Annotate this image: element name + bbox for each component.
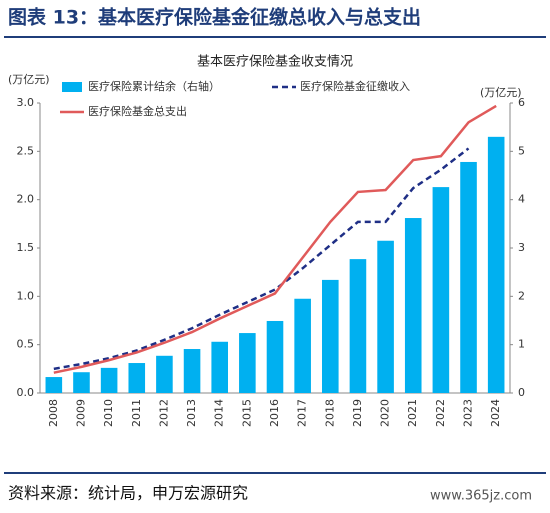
y-tick-label: 2.5 <box>17 144 35 157</box>
bar <box>460 161 477 393</box>
x-tick-label: 2024 <box>489 399 502 427</box>
x-tick-label: 2016 <box>268 399 281 427</box>
bar <box>100 367 118 393</box>
bar <box>183 349 201 393</box>
legend-swatch <box>62 82 82 92</box>
bar <box>487 136 505 394</box>
y-label: (万亿元) <box>8 73 50 86</box>
bar <box>377 240 394 393</box>
y-tick-label: 0.5 <box>17 338 35 351</box>
x-tick-label: 2017 <box>296 399 309 427</box>
bar <box>156 355 173 393</box>
y2-tick-label: 2 <box>518 289 525 302</box>
y-tick-label: 0.0 <box>17 386 35 399</box>
x-tick-label: 2012 <box>157 399 170 427</box>
watermark: www.365jz.com <box>430 489 532 504</box>
bar <box>404 218 422 393</box>
x-tick-label: 2009 <box>74 399 87 427</box>
bar <box>349 259 367 393</box>
y-tick-label: 2.0 <box>17 193 35 206</box>
x-tick-label: 2010 <box>102 399 115 427</box>
bar <box>211 341 228 393</box>
y-tick-label: 1.0 <box>17 289 35 302</box>
line <box>53 147 470 371</box>
x-tick-label: 2020 <box>379 399 392 427</box>
line <box>53 104 497 374</box>
bar <box>239 333 256 393</box>
x-tick-label: 2008 <box>47 399 60 427</box>
bar <box>322 279 339 393</box>
x-tick-label: 2011 <box>130 399 143 427</box>
bar <box>266 320 284 393</box>
bar <box>128 363 146 393</box>
y2-tick-label: 3 <box>518 241 525 254</box>
x-tick-label: 2013 <box>185 399 198 427</box>
x-tick-label: 2022 <box>434 399 447 427</box>
x-tick-label: 2023 <box>462 399 475 427</box>
x-tick-label: 2014 <box>213 399 226 427</box>
bar <box>432 187 450 393</box>
y2-tick-label: 1 <box>518 338 525 351</box>
legend-label: 医疗保险基金征缴收入 <box>300 79 410 93</box>
header: 图表 13：基本医疗保险基金征缴总收入与总支出 <box>8 6 421 29</box>
y-tick-label: 3.0 <box>17 96 35 109</box>
legend-label: 医疗保险累计结余（右轴） <box>88 79 220 93</box>
x-tick-label: 2015 <box>240 399 253 427</box>
x-tick-label: 2019 <box>351 399 364 427</box>
x-tick-label: 2018 <box>323 399 336 427</box>
y2-tick-label: 4 <box>518 193 525 206</box>
legend-label: 医疗保险基金总支出 <box>88 104 187 118</box>
x-tick-label: 2021 <box>406 399 419 427</box>
y2-label: (万亿元) <box>480 86 522 99</box>
footer: 资料来源：统计局，申万宏源研究 <box>8 484 248 503</box>
y-tick-label: 1.5 <box>17 241 35 254</box>
chart-title: 基本医疗保险基金收支情况 <box>197 54 353 70</box>
y2-tick-label: 5 <box>518 144 525 157</box>
y2-tick-label: 6 <box>518 96 525 109</box>
y2-tick-label: 0 <box>518 386 525 399</box>
bar <box>294 298 311 393</box>
bar <box>45 377 63 393</box>
bar <box>73 372 90 393</box>
